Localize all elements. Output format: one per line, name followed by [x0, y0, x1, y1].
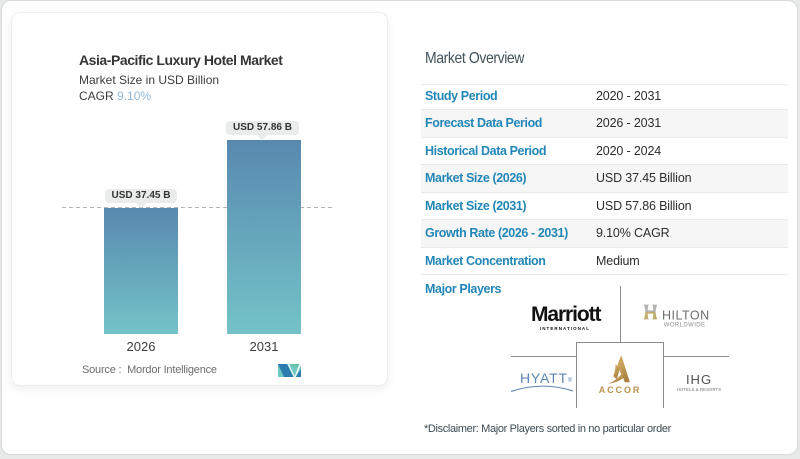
svg-text:WORLDWIDE: WORLDWIDE: [663, 323, 705, 329]
svg-text:HILTON: HILTON: [662, 309, 710, 323]
